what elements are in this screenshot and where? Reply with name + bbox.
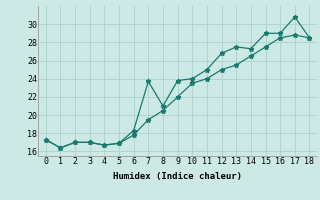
- X-axis label: Humidex (Indice chaleur): Humidex (Indice chaleur): [113, 172, 242, 181]
